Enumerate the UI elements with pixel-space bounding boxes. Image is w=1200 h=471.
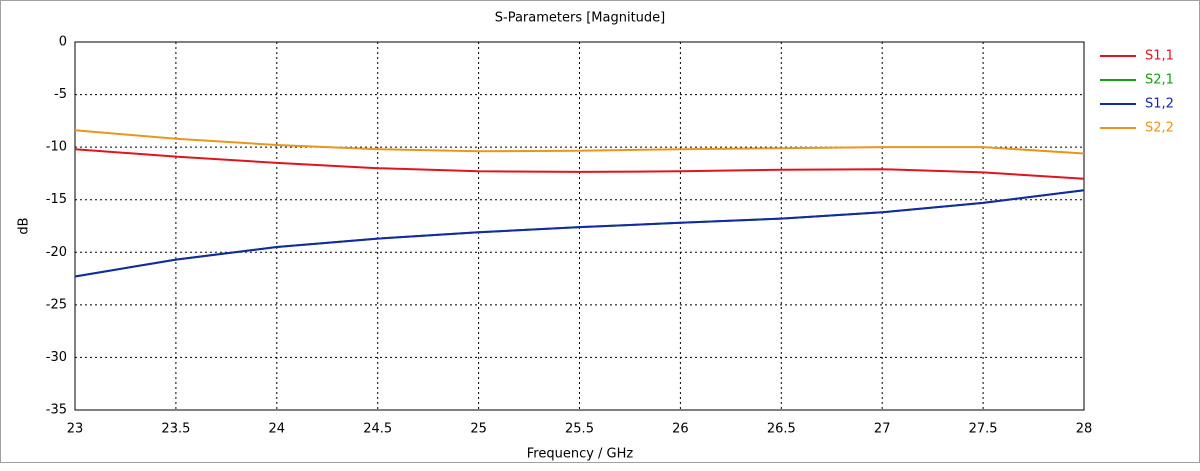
plot-border	[74, 41, 1085, 411]
legend-label: S1,1	[1145, 49, 1174, 64]
x-tick-label: 25	[470, 422, 487, 437]
legend-label: S2,2	[1145, 121, 1174, 136]
series-line	[74, 148, 1085, 180]
x-tick-label: 24.5	[363, 422, 392, 437]
y-tick-label: -10	[46, 140, 67, 155]
x-tick-label: 27.5	[969, 422, 998, 437]
y-tick-label: -30	[46, 350, 67, 365]
x-tick-label: 23.5	[161, 422, 190, 437]
legend-label: S2,1	[1145, 73, 1174, 88]
x-tick-label: 26	[672, 422, 689, 437]
x-tick-label: 23	[67, 422, 84, 437]
chart-title: S-Parameters [Magnitude]	[495, 11, 666, 26]
y-tick-label: -20	[46, 245, 67, 260]
x-axis-title: Frequency / GHz	[527, 447, 634, 462]
x-tick-label: 27	[874, 422, 891, 437]
x-tick-label: 25.5	[565, 422, 594, 437]
series-line	[74, 129, 1085, 155]
x-tick-label: 28	[1076, 422, 1093, 437]
y-tick-label: -5	[54, 87, 67, 102]
y-tick-label: 0	[59, 35, 67, 50]
x-tick-label: 24	[269, 422, 286, 437]
x-tick-label: 26.5	[767, 422, 796, 437]
legend-label: S1,2	[1145, 97, 1174, 112]
y-axis-title: dB	[17, 217, 32, 234]
y-tick-label: -15	[46, 192, 67, 207]
series-line	[74, 189, 1085, 278]
y-tick-label: -25	[46, 297, 67, 312]
y-tick-label: -35	[46, 403, 67, 418]
